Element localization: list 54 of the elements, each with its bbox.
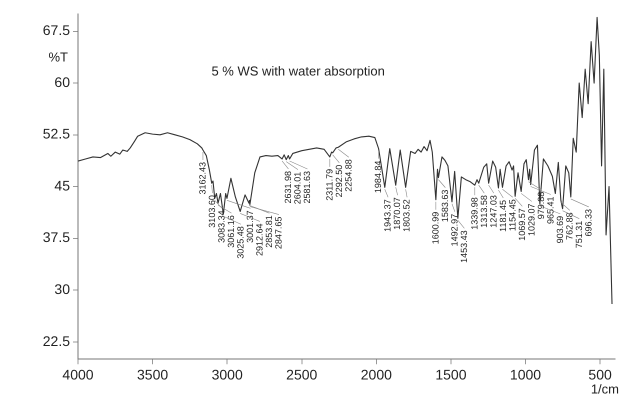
annotation: 2254.88 — [343, 159, 354, 192]
annotation: 696.33 — [583, 208, 594, 236]
annotation: 1600.99 — [430, 212, 440, 244]
annotation: 3083.34 — [216, 210, 226, 243]
annotation: 2853.81 — [264, 215, 274, 248]
annotation: 751.31 — [574, 220, 584, 248]
annotation: 1984.84 — [373, 160, 384, 194]
y-axis-title: %T — [48, 50, 68, 65]
x-tick-label: 4000 — [62, 366, 94, 382]
annotation: 903.69 — [554, 216, 565, 244]
annotation: 2581.63 — [302, 170, 312, 204]
y-tick-label: 67.5 — [42, 22, 70, 38]
annotation: 1943.37 — [382, 199, 393, 232]
annotation: 965.41 — [545, 196, 556, 224]
y-tick-label: 60 — [54, 74, 70, 90]
annotation: 2311.79 — [324, 168, 334, 201]
x-tick-label: 1500 — [435, 366, 467, 382]
annotation: 3025.48 — [235, 226, 246, 259]
annotation: 1181.45 — [498, 200, 508, 232]
x-tick-label: 2000 — [360, 366, 392, 382]
x-tick-label: 2500 — [286, 366, 318, 382]
annotation: 3103.60 — [206, 195, 217, 228]
x-tick-label: 3000 — [212, 366, 243, 382]
annotation: 3001.37 — [244, 210, 255, 243]
y-tick-label: 45 — [54, 177, 70, 194]
annotation: 1247.03 — [488, 195, 498, 228]
annotation: 1154.45 — [507, 199, 518, 232]
x-axis-title: 1/cm — [590, 381, 619, 396]
annotation: 2292.50 — [334, 164, 344, 198]
annotation: 1069.57 — [516, 208, 527, 241]
annotation: 2604.01 — [292, 172, 302, 204]
y-tick-label: 22.5 — [42, 332, 70, 349]
x-tick-label: 1000 — [510, 366, 542, 382]
annotation: 2631.98 — [282, 170, 293, 204]
annotation: 762.88 — [564, 212, 574, 240]
annotation: 1313.58 — [478, 195, 489, 228]
annotation: 979.88 — [536, 192, 546, 220]
x-tick-label: 3500 — [137, 366, 168, 382]
text: 5 % WS with water absorption — [211, 64, 385, 79]
annotation: 3162.43 — [197, 162, 208, 195]
annotation: 1492.97 — [449, 214, 460, 246]
annotation: 1803.52 — [402, 199, 412, 232]
y-tick-label: 52.5 — [42, 126, 70, 142]
annotation: 3061.16 — [226, 215, 236, 248]
y-tick-label: 30 — [54, 281, 70, 298]
y-tick-label: 37.5 — [42, 229, 70, 246]
annotation: 2847.65 — [273, 216, 284, 250]
annotation: 1583.63 — [440, 190, 450, 222]
annotation: 1453.43 — [458, 230, 469, 263]
annotation: 2912.64 — [254, 223, 264, 256]
annotation: 1870.07 — [392, 197, 402, 230]
x-tick-label: 500 — [588, 366, 612, 382]
annotation: 1339.98 — [469, 197, 480, 230]
annotation: 1029.07 — [526, 203, 536, 236]
